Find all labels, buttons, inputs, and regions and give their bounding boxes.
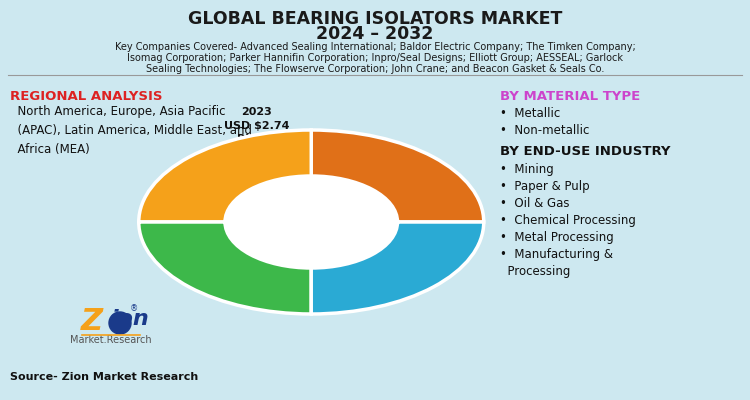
Text: Source- Zion Market Research: Source- Zion Market Research <box>10 372 198 382</box>
Text: ®: ® <box>130 304 138 314</box>
Text: BY END-USE INDUSTRY: BY END-USE INDUSTRY <box>500 145 670 158</box>
Text: ion: ion <box>110 309 148 329</box>
Text: Z: Z <box>81 306 103 336</box>
Text: GLOBAL BEARING ISOLATORS MARKET: GLOBAL BEARING ISOLATORS MARKET <box>188 10 562 28</box>
Text: Key Companies Covered- Advanced Sealing International; Baldor Electric Company; : Key Companies Covered- Advanced Sealing … <box>115 42 635 52</box>
Text: •  Metallic: • Metallic <box>500 107 560 120</box>
Text: •  Chemical Processing: • Chemical Processing <box>500 214 636 227</box>
Text: 6.7%: 6.7% <box>282 222 340 242</box>
Circle shape <box>109 312 131 334</box>
Text: 2024 – 2032: 2024 – 2032 <box>316 25 434 43</box>
Text: •  Metal Processing: • Metal Processing <box>500 231 613 244</box>
Text: •  Non-metallic: • Non-metallic <box>500 124 590 137</box>
Text: •  Manufacturing &
  Processing: • Manufacturing & Processing <box>500 248 613 278</box>
Text: •  Paper & Pulp: • Paper & Pulp <box>500 180 590 193</box>
Text: Market.Research: Market.Research <box>70 335 152 345</box>
Text: Sealing Technologies; The Flowserve Corporation; John Crane; and Beacon Gasket &: Sealing Technologies; The Flowserve Corp… <box>146 64 604 74</box>
Text: REGIONAL ANALYSIS: REGIONAL ANALYSIS <box>10 90 163 103</box>
Text: BY MATERIAL TYPE: BY MATERIAL TYPE <box>500 90 640 103</box>
Text: 2032
USD $4.90
Billion: 2032 USD $4.90 Billion <box>387 219 452 255</box>
Text: •  Mining: • Mining <box>500 163 554 176</box>
Text: Isomag Corporation; Parker Hannifin Corporation; Inpro/Seal Designs; Elliott Gro: Isomag Corporation; Parker Hannifin Corp… <box>127 53 623 63</box>
Text: CAGR: CAGR <box>284 205 339 223</box>
Text: •  Oil & Gas: • Oil & Gas <box>500 197 569 210</box>
Text: 2023
USD $2.74
Billion: 2023 USD $2.74 Billion <box>224 108 289 144</box>
Text: North America, Europe, Asia Pacific
  (APAC), Latin America, Middle East, and
  : North America, Europe, Asia Pacific (APA… <box>10 105 252 156</box>
